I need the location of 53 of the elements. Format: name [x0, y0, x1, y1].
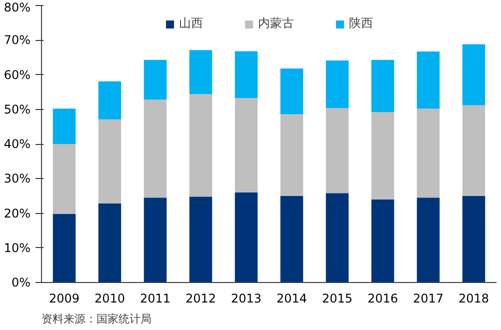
bar: [234, 192, 258, 282]
x-tick-label: 2013: [230, 292, 262, 306]
bar: [280, 68, 304, 114]
y-tick-label: 30%: [4, 172, 30, 186]
text: 资料来源：国家统计局: [42, 312, 152, 326]
bar: [234, 98, 258, 192]
legend-label: 陕西: [349, 15, 373, 32]
bar: [326, 60, 349, 108]
bar: [189, 196, 212, 282]
x-tick-label: 2010: [94, 292, 126, 306]
x-tick-label: 2014: [276, 292, 308, 306]
x-tick-label: 2011: [140, 292, 171, 306]
bar: [144, 100, 167, 198]
bar: [189, 50, 212, 94]
bar: [189, 94, 212, 197]
bar: [144, 60, 167, 100]
bar: [52, 144, 76, 214]
bar: [462, 196, 486, 282]
x-tick-label: 2015: [322, 292, 353, 306]
y-tick-label: 20%: [4, 206, 30, 220]
x-tick-label: 2009: [48, 292, 80, 306]
legend-label: 内蒙古: [258, 15, 294, 32]
bar: [52, 108, 76, 144]
bar: [371, 199, 394, 282]
bar: [98, 119, 122, 204]
bar: [280, 114, 304, 196]
x-tick-label: 2016: [367, 292, 398, 306]
bar: [98, 204, 122, 282]
bar: [462, 105, 486, 196]
y-tick-label: 60%: [4, 68, 30, 82]
bar: [371, 112, 394, 200]
bar: [280, 196, 304, 282]
bar: [98, 81, 122, 120]
y-tick-label: 0%: [11, 276, 31, 290]
y-tick-label: 10%: [4, 240, 30, 255]
bar: [326, 193, 349, 282]
y-tick-label: 70%: [4, 33, 30, 48]
y-tick-label: 40%: [4, 137, 30, 151]
x-tick-label: 2012: [185, 292, 216, 306]
bar: [462, 44, 486, 106]
bar: [144, 198, 167, 282]
x-tick-label: 2018: [458, 292, 490, 306]
bar: [371, 60, 394, 112]
legend-label: 山西: [179, 15, 203, 32]
bar: [234, 51, 258, 98]
bar: [416, 198, 440, 282]
x-tick-label: 2017: [412, 292, 444, 306]
bar: [416, 52, 440, 109]
bar: [52, 214, 76, 282]
bar: [326, 108, 349, 194]
y-tick-label: 80%: [4, 0, 30, 14]
bar: [416, 108, 440, 198]
y-tick-label: 50%: [4, 102, 30, 116]
